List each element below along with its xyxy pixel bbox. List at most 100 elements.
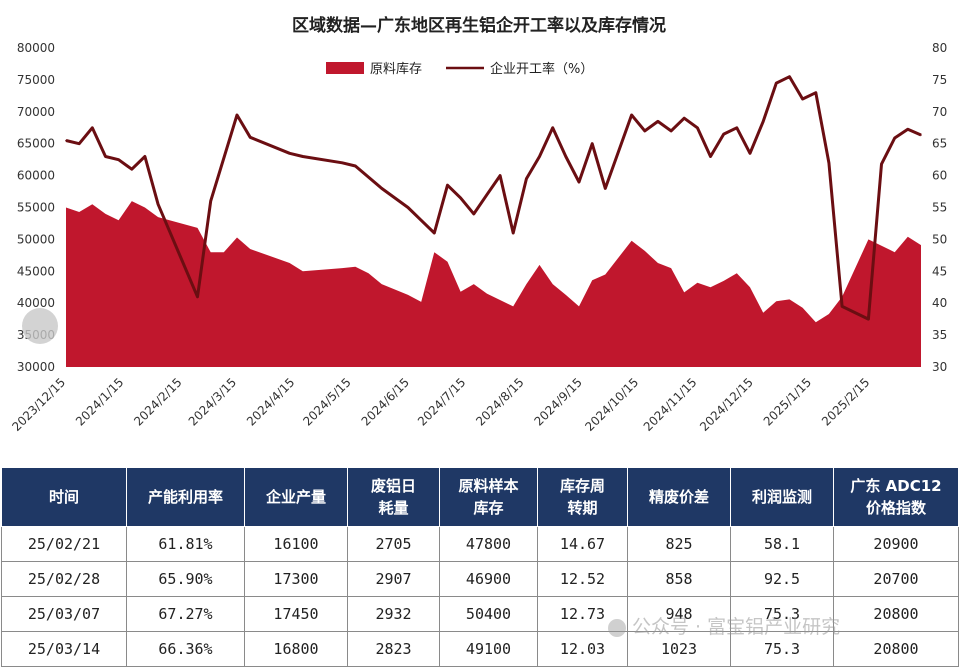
rate-point — [538, 155, 541, 158]
x-tick-label: 2024/10/15 — [582, 375, 641, 434]
rate-point — [683, 117, 685, 119]
table-header-text: 库存周 — [559, 477, 605, 495]
table-row: 25/03/14 66.36% 16800 2823 49100 12.03 1023 75.… — [1, 631, 959, 667]
left-tick-label: 50000 — [17, 232, 55, 246]
table-cell: 50400 — [439, 596, 538, 632]
inventory-area — [66, 201, 921, 367]
table-header-text: 广东 ADC12 — [850, 477, 942, 495]
x-tick-label: 2024/2/15 — [131, 375, 184, 428]
right-tick-label: 55 — [932, 201, 947, 215]
table-cell: 75.3 — [730, 596, 834, 632]
table-header-cell: 产能利用率 — [126, 467, 245, 527]
rate-point — [565, 155, 567, 158]
rate-point — [78, 142, 80, 145]
table-header-cell: 利润监测 — [730, 467, 834, 527]
right-tick-label: 60 — [932, 169, 947, 183]
rate-point — [604, 187, 607, 190]
rate-point — [722, 133, 725, 135]
rate-point — [828, 162, 830, 164]
rate-point — [841, 305, 843, 308]
table-cell: 16800 — [244, 631, 348, 667]
table-header-text: 价格指数 — [865, 499, 926, 517]
right-tick-label: 70 — [932, 105, 947, 119]
left-tick-label: 80000 — [17, 41, 55, 55]
table-cell: 25/02/28 — [1, 561, 127, 597]
rate-point — [551, 127, 554, 129]
x-axis: 2023/12/15 2024/1/15 2024/2/15 2024/3/15 202… — [9, 375, 872, 434]
rate-point — [157, 203, 159, 206]
rate-point — [302, 155, 304, 158]
rate-point — [749, 152, 751, 155]
rate-point — [209, 200, 212, 202]
table-row: 25/02/28 65.90% 17300 2907 46900 12.52 858 92.5… — [1, 561, 959, 597]
table-cell: 47800 — [439, 526, 538, 562]
table-header-text: 精废价差 — [648, 488, 709, 506]
table-cell: 12.52 — [537, 561, 628, 597]
table-cell: 2932 — [347, 596, 440, 632]
table-row: 25/02/21 61.81% 16100 2705 47800 14.67 825 58.1… — [1, 526, 959, 562]
right-tick-label: 75 — [932, 73, 947, 87]
rate-point — [91, 127, 94, 129]
x-tick-label: 2023/12/15 — [9, 375, 68, 434]
x-tick-label: 2024/1/15 — [73, 375, 126, 428]
rate-point — [880, 163, 883, 165]
x-tick-label: 2024/3/15 — [186, 375, 239, 428]
table-cell: 25/02/21 — [1, 526, 127, 562]
rate-point — [380, 187, 383, 190]
rate-point — [288, 152, 291, 155]
table-cell: 20900 — [833, 526, 959, 562]
table-header-cell: 广东 ADC12 价格指数 — [833, 467, 959, 527]
table-cell: 1023 — [627, 631, 731, 667]
rate-point — [893, 137, 896, 139]
table-cell: 46900 — [439, 561, 538, 597]
inventory-area-group — [66, 201, 921, 367]
table-cell: 20800 — [833, 631, 959, 667]
right-tick-label: 50 — [932, 232, 947, 246]
table-header-text: 原料样本 — [458, 477, 519, 495]
rate-point — [907, 128, 909, 130]
chart-area: 区域数据—广东地区再生铝企开工率以及库存情况 原料库存 企业开工率（%） 300… — [9, 15, 947, 434]
table-cell: 2823 — [347, 631, 440, 667]
table-body: 25/02/21 61.81% 16100 2705 47800 14.67 825 58.1… — [1, 526, 959, 667]
table-header-text: 时间 — [48, 488, 79, 506]
table-header-cell: 精废价差 — [627, 467, 731, 527]
left-axis: 3000035000400004500050000550006000065000… — [17, 41, 55, 374]
table-header-text: 耗量 — [378, 499, 409, 517]
table-cell: 49100 — [439, 631, 538, 667]
left-tick-label: 45000 — [17, 264, 55, 278]
right-tick-label: 30 — [932, 360, 947, 374]
table-header-text: 转期 — [567, 499, 598, 517]
data-table: 时间 产能利用率 企业产量 废铝日 耗量 原料样本 库存 库存周 转期 精废价差 利润监测 广东 AD… — [1, 467, 959, 667]
x-tick-label: 2024/5/15 — [300, 375, 353, 428]
right-tick-label: 35 — [932, 328, 947, 342]
rate-point — [144, 155, 146, 158]
rate-point — [196, 296, 199, 298]
left-tick-label: 75000 — [17, 73, 55, 87]
rate-point — [762, 120, 764, 123]
table-header-cell: 原料样本 库存 — [439, 467, 538, 527]
rate-point — [815, 91, 817, 94]
rate-point — [236, 114, 238, 116]
rate-point — [736, 127, 738, 129]
legend: 原料库存 企业开工率（%） — [326, 61, 593, 77]
x-tick-label: 2024/9/15 — [532, 375, 585, 428]
table-cell: 2907 — [347, 561, 440, 597]
table-cell: 20700 — [833, 561, 959, 597]
chart-svg: 区域数据—广东地区再生铝企开工率以及库存情况 原料库存 企业开工率（%） 300… — [9, 15, 947, 434]
left-tick-label: 60000 — [17, 169, 55, 183]
rate-point — [709, 155, 712, 158]
rate-point — [657, 120, 659, 123]
table-row: 25/03/07 67.27% 17450 2932 50400 12.73 948 75.3… — [1, 596, 959, 632]
rate-point — [65, 139, 67, 142]
image-viewer-badge — [22, 308, 58, 344]
rate-point — [591, 142, 593, 145]
table-cell: 65.90% — [126, 561, 245, 597]
table-header-text: 废铝日 — [370, 477, 416, 495]
right-tick-label: 80 — [932, 41, 947, 55]
rate-point — [499, 174, 501, 177]
left-tick-label: 40000 — [17, 296, 55, 310]
rate-point — [867, 318, 870, 320]
rate-point — [696, 127, 699, 129]
x-tick-label: 2025/2/15 — [819, 375, 872, 428]
rate-line-group — [65, 75, 922, 321]
